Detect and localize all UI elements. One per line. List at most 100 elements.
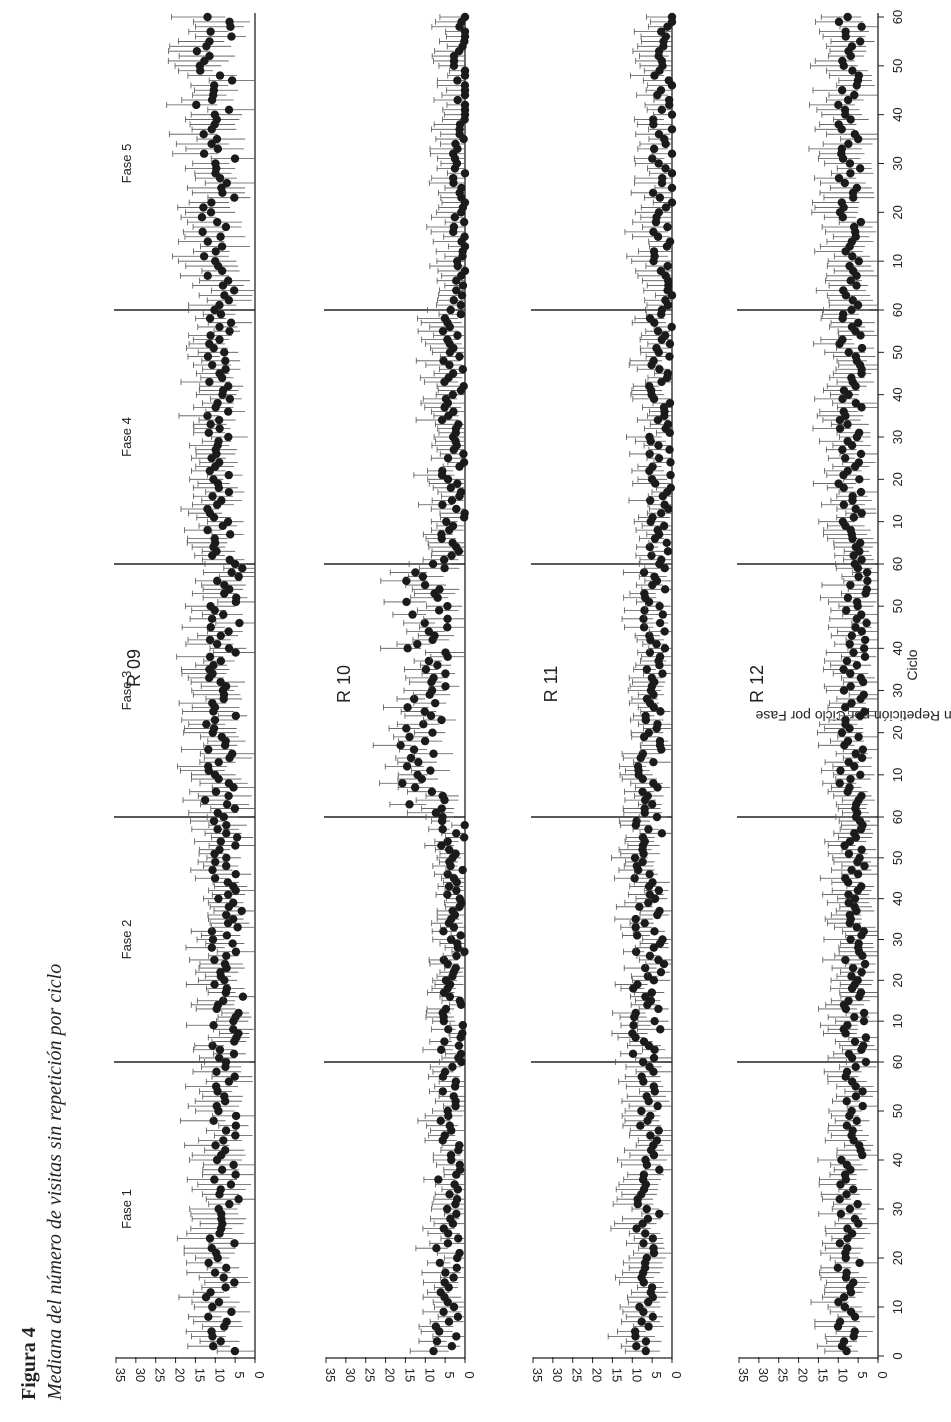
- y-tick-label: 10: [629, 1368, 644, 1382]
- data-point: [216, 677, 225, 687]
- data-point: [224, 432, 233, 442]
- data-point: [843, 12, 852, 22]
- data-point: [208, 1041, 217, 1050]
- data-point: [455, 1248, 464, 1258]
- data-point: [446, 935, 456, 944]
- data-point: [449, 1273, 458, 1282]
- data-point: [209, 661, 218, 670]
- data-point: [663, 369, 672, 378]
- data-point: [213, 398, 222, 408]
- data-point: [460, 820, 469, 830]
- y-tick-label: 0: [252, 1371, 267, 1378]
- data-point: [638, 787, 647, 796]
- data-point: [854, 428, 864, 437]
- data-point: [839, 407, 848, 416]
- x-tick-label: 30: [890, 430, 905, 444]
- data-point: [843, 593, 853, 602]
- data-point: [205, 652, 215, 661]
- data-point: [437, 715, 446, 725]
- data-point: [214, 1297, 224, 1307]
- data-point: [439, 927, 448, 936]
- data-point: [648, 154, 657, 163]
- data-point: [654, 1126, 663, 1135]
- data-point: [632, 861, 642, 871]
- data-point: [850, 1327, 859, 1336]
- data-point: [458, 281, 468, 290]
- data-point: [844, 898, 853, 907]
- data-point: [645, 382, 654, 391]
- data-point: [862, 568, 872, 577]
- data-point: [221, 222, 231, 232]
- data-point: [209, 475, 218, 484]
- data-point: [642, 1253, 651, 1263]
- y-tick-label: 25: [776, 1368, 791, 1382]
- data-point: [457, 291, 467, 300]
- x-tick-label: 40: [890, 891, 905, 905]
- data-point: [838, 394, 847, 404]
- data-point: [210, 770, 220, 780]
- data-point: [654, 159, 663, 168]
- data-point: [834, 100, 843, 110]
- data-point: [460, 232, 469, 241]
- data-point: [224, 779, 234, 788]
- data-point: [643, 972, 653, 981]
- data-point: [452, 1263, 461, 1273]
- data-point: [207, 1327, 216, 1336]
- data-point: [630, 874, 639, 883]
- data-point: [658, 669, 667, 678]
- data-point: [219, 1136, 228, 1145]
- data-point: [220, 1146, 230, 1155]
- data-point: [444, 845, 454, 854]
- data-point: [664, 95, 674, 105]
- data-point: [452, 256, 462, 266]
- data-point: [652, 812, 662, 822]
- data-point: [445, 1190, 454, 1199]
- data-point: [452, 1209, 461, 1219]
- x-tick-label: 50: [890, 599, 905, 613]
- data-point: [842, 1160, 852, 1170]
- data-point: [837, 198, 846, 207]
- data-point: [850, 130, 860, 139]
- data-point: [839, 1337, 849, 1346]
- data-point: [211, 1141, 220, 1150]
- x-tick-label: 20: [890, 472, 905, 486]
- data-point: [446, 483, 456, 492]
- data-point: [859, 1008, 869, 1018]
- data-point: [452, 951, 461, 961]
- data-point: [667, 12, 677, 22]
- data-point: [654, 130, 664, 139]
- y-tick-label: 5: [649, 1371, 664, 1378]
- data-point: [221, 1283, 230, 1292]
- data-point: [844, 348, 853, 357]
- data-point: [211, 857, 220, 867]
- data-point: [214, 894, 223, 903]
- data-point: [427, 787, 437, 796]
- panel-label: R 11: [541, 666, 561, 703]
- data-point: [216, 967, 225, 977]
- data-point: [203, 352, 213, 361]
- data-point: [857, 509, 866, 518]
- data-point: [206, 208, 216, 217]
- data-point: [443, 1106, 452, 1116]
- data-point: [849, 222, 859, 232]
- data-point: [207, 943, 217, 952]
- data-point: [204, 1258, 213, 1268]
- data-point: [639, 614, 648, 624]
- data-point: [227, 568, 236, 577]
- data-point: [223, 890, 233, 899]
- data-point: [857, 555, 866, 564]
- data-point: [647, 475, 657, 484]
- data-point: [443, 601, 452, 611]
- data-point: [229, 1160, 238, 1170]
- data-point: [439, 1307, 448, 1317]
- data-point: [659, 403, 669, 412]
- y-tick-label: 35: [113, 1368, 128, 1382]
- data-point: [855, 853, 864, 863]
- y-tick-label: 10: [212, 1368, 227, 1382]
- x-tick-label: 10: [890, 1300, 905, 1314]
- data-point: [208, 1302, 217, 1312]
- data-point: [205, 339, 214, 349]
- data-point: [843, 466, 852, 476]
- data-point: [640, 918, 649, 928]
